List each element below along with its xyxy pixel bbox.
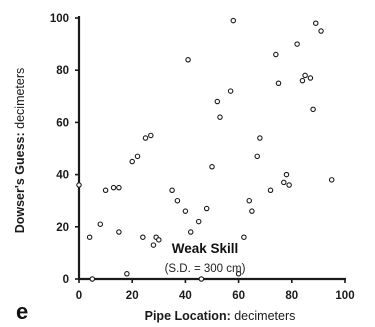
y-tick-label: 80 [56,65,69,77]
data-point [246,197,252,204]
data-point [110,184,117,191]
data-point [273,51,279,58]
x-tick-label: 0 [76,290,82,302]
data-point [89,276,96,282]
data-point [275,80,282,87]
data-point [182,208,189,214]
data-point [174,197,181,204]
panel-label: e [16,299,28,324]
data-point [169,187,175,194]
data-point [267,187,274,194]
data-point [116,229,122,235]
y-tick-label: 60 [56,117,69,129]
x-tick-label: 40 [179,290,192,302]
data-point [302,72,308,79]
data-point [257,135,263,141]
data-point [209,164,215,170]
data-point [254,153,260,160]
x-axis-title-unit: decimeters [234,309,295,323]
data-point [185,57,191,63]
y-tick-label: 100 [50,13,69,25]
data-point [187,229,194,235]
data-point [198,276,205,282]
y-axis-title-group: Dowser's Guess: decimeters [13,68,27,234]
x-tick-label: 60 [232,290,245,302]
data-point [129,158,135,165]
y-tick-label: 0 [63,274,69,286]
data-point [142,135,149,141]
data-point [150,242,157,248]
data-points [76,17,335,282]
data-point [217,114,223,120]
data-point [307,75,314,81]
annotation-subtitle: (S.D. = 300 cm) [165,263,246,275]
data-point [203,205,210,212]
data-point [310,106,316,113]
y-tick-label: 40 [56,170,69,182]
data-point [294,41,300,47]
data-point [281,179,287,186]
data-point [76,182,82,188]
data-point [241,234,247,240]
data-point [249,208,255,214]
data-point [230,17,237,24]
data-point [299,77,306,84]
data-point [195,218,202,225]
x-tick-label: 100 [335,290,354,302]
x-axis-title-bold: Pipe Location: [145,309,231,323]
y-axis-title: Dowser's Guess: decimeters [13,68,27,234]
data-point [328,177,335,183]
x-tick-label: 20 [126,290,139,302]
data-point [214,98,221,105]
y-axis-ticks: 0 20 40 60 80 100 [50,13,79,286]
x-tick-label: 80 [285,290,298,302]
annotation-title: Weak Skill [172,241,239,256]
data-point [235,271,242,277]
data-point [134,153,141,160]
y-tick-label: 20 [56,222,69,234]
y-axis-title-bold: Dowser's Guess: [13,132,27,233]
data-point [86,234,93,240]
data-point [140,234,146,240]
data-point [318,28,324,34]
x-axis-ticks: 0 20 40 60 80 100 [76,279,355,302]
y-axis-title-unit: decimeters [13,68,27,129]
data-point [124,271,130,277]
x-axis-title: Pipe Location: decimeters [145,309,296,323]
data-point [156,237,162,243]
data-point [286,182,292,188]
data-point [283,171,290,178]
data-point [102,187,109,194]
data-point [116,184,122,191]
data-point [227,88,234,94]
data-point [312,20,319,26]
data-point [148,132,154,139]
data-point [97,221,104,227]
